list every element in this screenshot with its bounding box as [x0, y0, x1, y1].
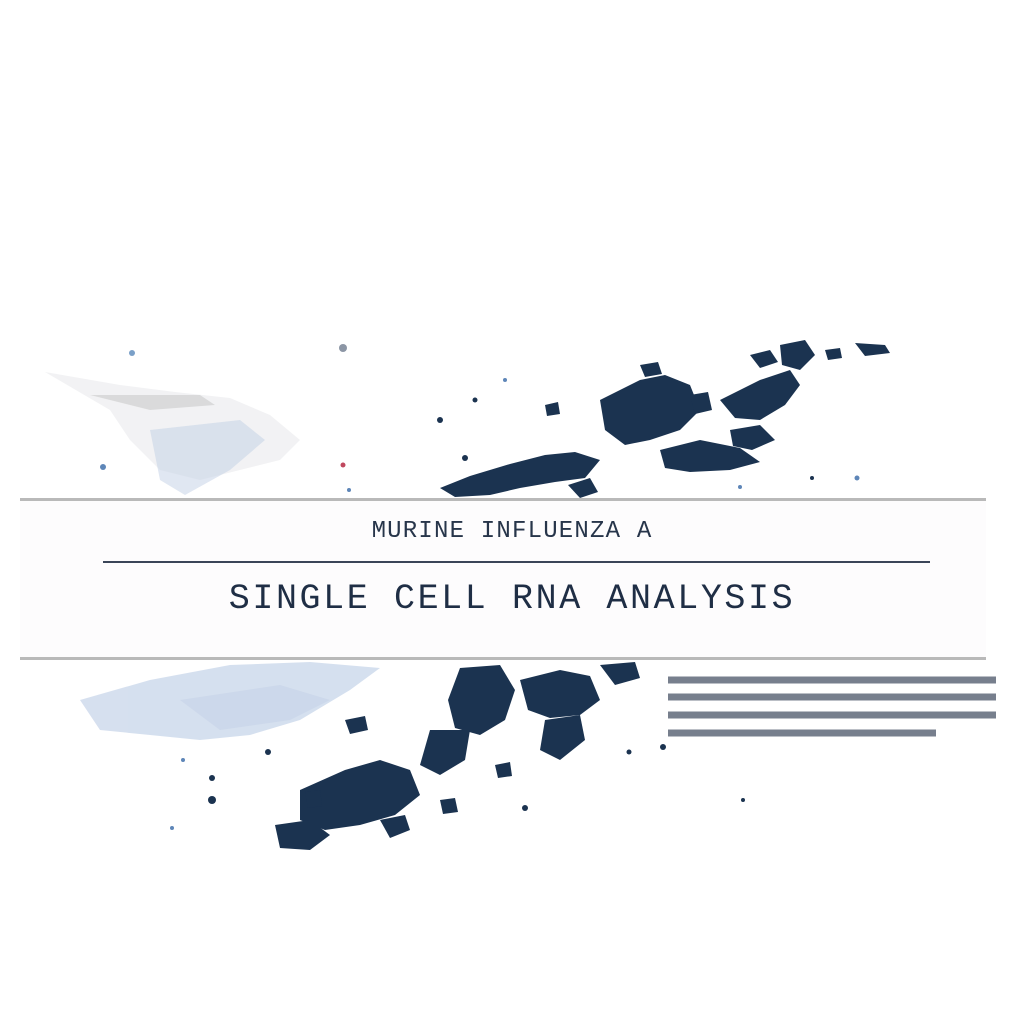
- dark-cluster-lower: [275, 662, 640, 850]
- text-texture-block: [668, 676, 996, 737]
- dark-cluster-upper: [440, 340, 890, 498]
- light-cluster-lower: [80, 662, 380, 740]
- subtitle-heading: MURINE INFLUENZA A: [371, 518, 653, 545]
- main-title: SINGLE CELL RNA ANALYSIS: [228, 579, 796, 619]
- title-band: [20, 498, 986, 660]
- title-divider: [103, 561, 930, 563]
- light-cluster-upper: [45, 372, 300, 495]
- scatter-specks: [100, 344, 860, 830]
